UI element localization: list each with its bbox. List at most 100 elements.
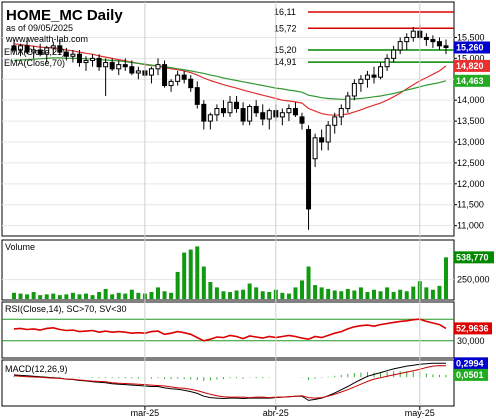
candles — [11, 24, 449, 230]
rsi-pane: 50,00030,000 52,9636 RSI(Close,14), SC>7… — [1, 301, 492, 359]
x-tick-label: mar-25 — [131, 408, 160, 418]
volume-bar — [44, 294, 49, 299]
volume-bar — [300, 280, 304, 299]
volume-bar — [149, 292, 154, 299]
candle-body — [168, 80, 174, 87]
candle-body — [384, 57, 390, 68]
candle-body — [338, 108, 344, 118]
volume-bar — [385, 287, 390, 299]
volume-bar — [247, 283, 252, 299]
candle-body — [292, 108, 298, 116]
volume-bar — [77, 294, 82, 299]
volume-bar — [201, 266, 206, 299]
volume-bar — [378, 291, 383, 299]
macd-pane-frame — [1, 359, 455, 407]
candle-body — [50, 45, 56, 49]
volume-bar — [345, 288, 350, 299]
volume-bar — [169, 292, 174, 299]
volume-bar — [424, 287, 429, 299]
volume-bar — [38, 295, 43, 299]
volume-bar — [195, 246, 200, 299]
candle-body — [155, 64, 161, 70]
chart-title: HOME_MC Daily — [6, 7, 123, 24]
volume-value-badge-label: 538,770 — [456, 252, 489, 262]
month-gridlines — [144, 2, 421, 406]
macd-signal-line — [13, 365, 447, 399]
candle-body — [116, 64, 122, 70]
candle-body — [312, 137, 318, 160]
volume-bars — [12, 246, 448, 299]
volume-bar — [208, 281, 213, 299]
chart-subtitle: as of 09/05/2025 — [6, 23, 73, 33]
volume-title: Volume — [5, 242, 35, 252]
candle-body — [194, 87, 200, 105]
candle-body — [325, 124, 331, 143]
volume-bar — [404, 291, 409, 299]
volume-bar — [110, 294, 115, 299]
volume-bar — [411, 286, 416, 299]
volume-badge: 538,770 — [454, 251, 494, 264]
candle-body — [404, 36, 410, 43]
candle-body — [175, 74, 181, 82]
candle-body — [319, 137, 325, 143]
price-tick-label: 11,000 — [457, 221, 484, 231]
candle-body — [90, 57, 96, 61]
candle-body — [122, 64, 128, 68]
legend-ema-21: EMA(Close,21) — [4, 47, 65, 57]
volume-bar — [97, 292, 102, 299]
candle-body — [96, 57, 102, 68]
candle-body — [391, 49, 397, 59]
rsi-title: RSI(Close,14), SC>70, SV<30 — [5, 304, 127, 314]
price-tick-label: 14,000 — [457, 95, 485, 105]
candle-body — [332, 116, 338, 126]
rsi-badge: 52,9636 — [454, 322, 492, 335]
volume-y-axis: 250,000 — [457, 275, 490, 285]
volume-bar — [18, 293, 23, 299]
volume-bar — [221, 291, 226, 299]
price-levels: 16,11 15,72 15,20 14,91 — [274, 7, 454, 67]
volume-bar — [214, 287, 219, 299]
volume-bar — [103, 288, 108, 299]
macd-value-badge — [454, 368, 488, 381]
candle-body — [253, 105, 259, 114]
price-badges: 15,260 14,820 14,463 — [454, 41, 490, 87]
price-value-badge-label: 15,260 — [456, 42, 484, 52]
candle-body — [109, 62, 115, 70]
volume-bar — [57, 295, 62, 299]
candle-body — [57, 45, 63, 53]
candle-body — [24, 45, 30, 53]
rsi-guides — [2, 318, 454, 342]
volume-bar — [175, 271, 180, 299]
candle-body — [436, 41, 442, 47]
volume-bar — [123, 293, 128, 299]
price-value-badge — [454, 59, 490, 72]
price-level-label: 15,72 — [274, 23, 297, 33]
volume-bar — [332, 290, 337, 299]
price-tick-label: 13,500 — [457, 116, 485, 126]
candle-body — [345, 95, 351, 110]
volume-bar — [12, 292, 16, 299]
candle-body — [430, 39, 436, 43]
candle-body — [423, 36, 429, 41]
volume-bar — [437, 285, 442, 299]
price-tick-label: 11,500 — [457, 200, 484, 210]
volume-pane: 250,000 538,770 Volume — [1, 239, 494, 301]
rsi-line-path — [13, 318, 447, 342]
rsi-value-badge — [454, 322, 492, 335]
price-tick-label: 15,500 — [457, 32, 485, 42]
candle-body — [364, 74, 370, 80]
price-tick-label: 15,000 — [457, 53, 485, 63]
volume-bar — [182, 252, 187, 299]
volume-bar — [260, 291, 265, 299]
volume-bar — [31, 292, 36, 299]
volume-bar — [90, 295, 95, 299]
legend-ema-70: EMA(Close,70) — [4, 58, 65, 68]
candle-body — [371, 74, 377, 78]
candle-body — [240, 108, 246, 122]
candle-body — [148, 68, 154, 76]
candle-body — [227, 101, 233, 114]
price-tick-label: 12,500 — [457, 158, 485, 168]
